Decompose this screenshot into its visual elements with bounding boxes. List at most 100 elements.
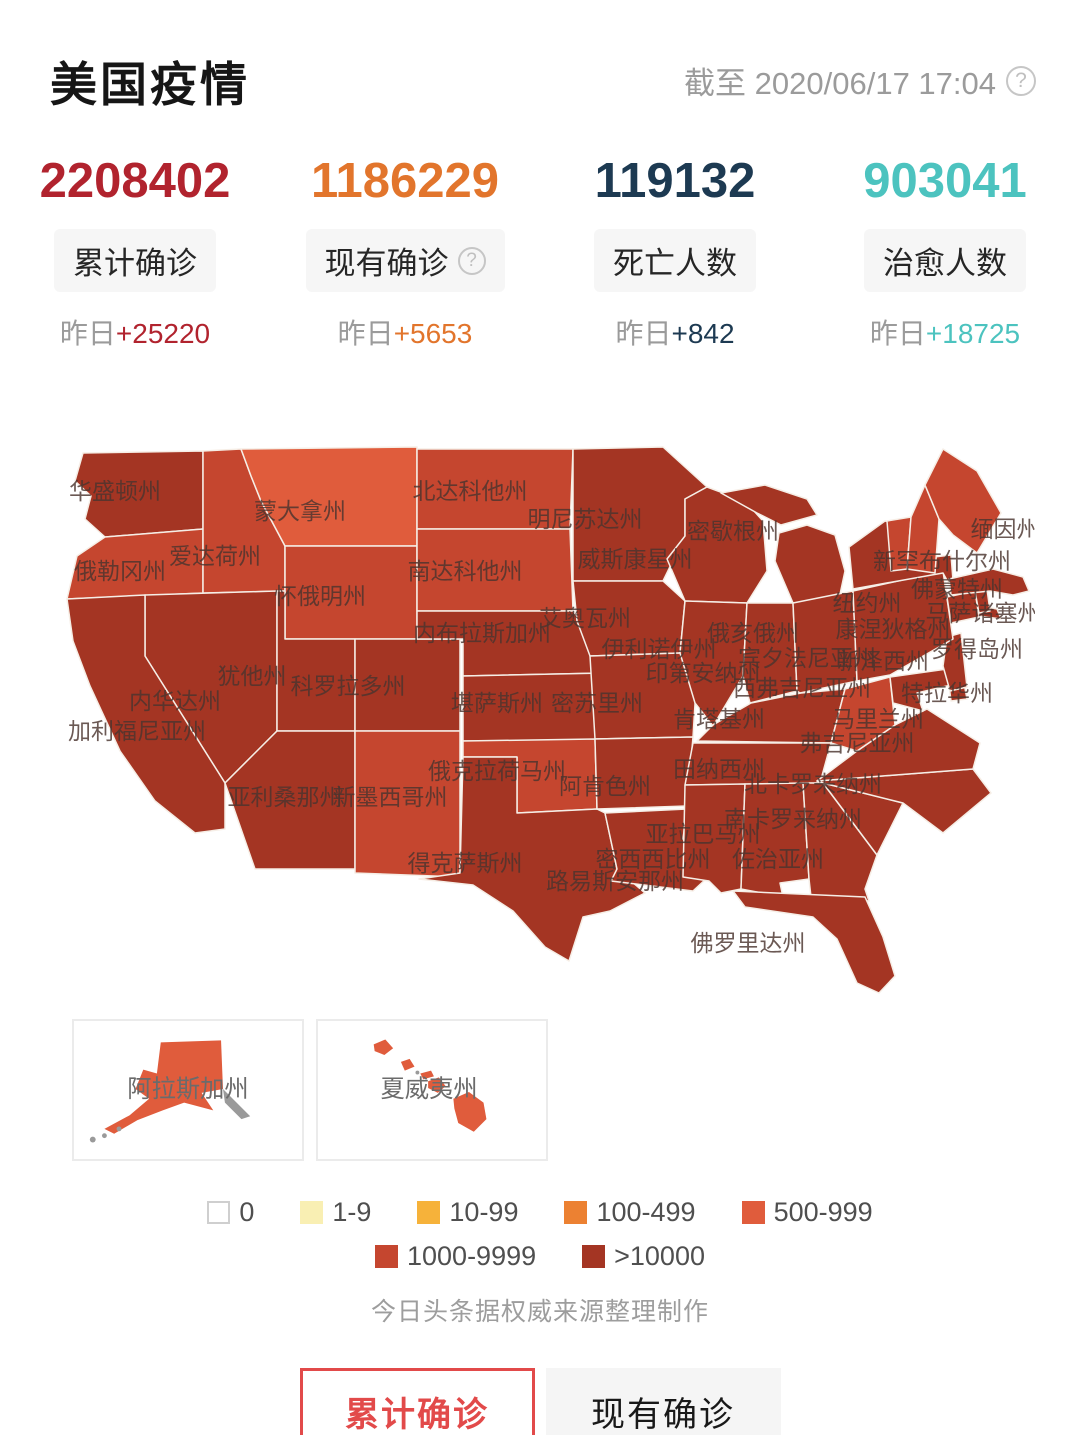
map-legend: 0 1-9 10-99 100-499 500-999 1000-9999 >10000 (0, 1197, 1080, 1272)
state-label-georgia: 佐治亚州 (732, 846, 824, 872)
legend-item-500-999: 500-999 (741, 1197, 873, 1228)
state-label-iowa: 艾奥瓦州 (539, 605, 631, 631)
state-label-new-mexico: 新墨西哥州 (333, 784, 448, 810)
state-label-michigan: 密歇根州 (687, 518, 779, 544)
state-label-delaware: 特拉华州 (901, 680, 993, 706)
state-label-south-carolina: 南卡罗来纳州 (724, 806, 862, 832)
hawaii-island-shape[interactable] (420, 1070, 434, 1080)
legend-swatch (207, 1201, 231, 1224)
state-label-new-hampshire: 新罕布什尔州 (873, 548, 1011, 574)
aleutian-island-dot (116, 1126, 122, 1132)
hawaii-islet-dot (415, 1070, 420, 1075)
aleutian-island-dot (89, 1136, 96, 1143)
state-label-colorado: 科罗拉多州 (291, 673, 406, 699)
state-label-new-jersey: 新泽西州 (837, 648, 929, 674)
alaska-inset[interactable]: 阿拉斯加州 (72, 1019, 304, 1161)
legend-swatch (741, 1201, 765, 1224)
state-label-nevada: 内华达州 (129, 688, 221, 714)
state-label-alabama: 亚拉巴马州 (646, 821, 761, 847)
header: 美国疫情 截至 2020/06/17 17:04 ? (0, 0, 1080, 115)
tab-cumulative-confirmed[interactable]: 累计确诊 (299, 1368, 535, 1435)
current-confirmed-help-icon[interactable]: ? (457, 246, 486, 275)
state-label-south-dakota: 南达科他州 (408, 558, 523, 584)
hawaii-inset[interactable]: 夏威夷州 (316, 1019, 548, 1161)
state-label-connecticut: 康涅狄格州 (836, 616, 951, 642)
state-hawaii[interactable] (373, 1039, 394, 1056)
state-texas[interactable] (418, 756, 646, 962)
state-label-wisconsin: 威斯康星州 (578, 546, 693, 572)
legend-item->10000: >10000 (582, 1241, 705, 1272)
deaths-delta: 昨日+842 (615, 318, 735, 349)
state-label-nebraska: 内布拉斯加州 (413, 620, 551, 646)
hawaii-big-island-shape[interactable] (453, 1091, 487, 1132)
as-of-text: 截至 2020/06/17 17:04 (684, 66, 996, 101)
state-west-virginia[interactable] (830, 676, 896, 752)
cumulative-confirmed-label: 累计确诊 (54, 229, 216, 292)
state-ohio[interactable] (792, 590, 858, 694)
state-label-west-virginia: 西弗吉尼亚州 (733, 675, 871, 701)
legend-label: 100-499 (596, 1197, 696, 1227)
state-label-north-dakota: 北达科他州 (413, 478, 528, 504)
state-label-texas: 得克萨斯州 (408, 850, 523, 876)
state-label-louisiana: 路易斯安那州 (546, 868, 684, 894)
state-label-pennsylvania: 宾夕法尼亚州 (738, 645, 876, 671)
help-icon[interactable]: ? (1006, 65, 1036, 96)
state-label-idaho: 爱达荷州 (169, 543, 261, 569)
state-new-jersey[interactable] (942, 632, 968, 692)
state-florida[interactable] (732, 890, 896, 994)
state-label-virginia: 弗吉尼亚州 (800, 730, 915, 756)
state-massachusetts[interactable] (948, 568, 1030, 596)
state-indiana[interactable] (742, 602, 798, 704)
state-label-illinois: 伊利诺伊州 (602, 636, 717, 662)
deaths-label: 死亡人数 (594, 229, 756, 292)
state-label-washington: 华盛顿州 (69, 478, 161, 504)
legend-item-100-499: 100-499 (564, 1197, 696, 1228)
legend-swatch (300, 1201, 324, 1224)
state-label-maryland: 马里兰州 (832, 706, 924, 732)
map-insets: 阿拉斯加州 夏威夷州 (72, 1019, 1080, 1161)
stat-card-cured: 903041 治愈人数 昨日+18725 (810, 153, 1080, 352)
state-alaska[interactable] (104, 1040, 223, 1134)
state-label-montana: 蒙大拿州 (254, 498, 346, 524)
cumulative-confirmed-value: 2208402 (39, 154, 231, 208)
cumulative-confirmed-delta: 昨日+25220 (59, 318, 211, 349)
deaths-value: 119132 (594, 154, 756, 208)
stat-card-cumulative: 2208402 累计确诊 昨日+25220 (0, 153, 270, 352)
state-label-wyoming: 怀俄明州 (274, 583, 366, 609)
state-label-kansas: 堪萨斯州 (451, 690, 543, 716)
legend-swatch (582, 1245, 606, 1268)
state-michigan[interactable] (720, 484, 846, 604)
state-label-vermont: 佛蒙特州 (911, 576, 1003, 602)
attribution-text: 今日头条据权威来源整理制作 (370, 1298, 709, 1326)
cured-value: 903041 (863, 154, 1027, 208)
cured-label: 治愈人数 (864, 229, 1026, 292)
state-label-arkansas: 阿肯色州 (559, 773, 651, 799)
state-maine[interactable] (924, 448, 1002, 554)
state-label-north-carolina: 北卡罗来纳州 (744, 771, 882, 797)
legend-item-0: 0 (207, 1197, 254, 1228)
legend-label: 10-99 (449, 1197, 519, 1227)
state-label-missouri: 密苏里州 (551, 690, 643, 716)
state-label-rhode-island: 罗得岛州 (931, 636, 1023, 662)
state-label-new-york: 纽约州 (833, 590, 902, 616)
current-confirmed-label: 现有确诊? (305, 229, 505, 292)
state-california[interactable] (66, 594, 226, 834)
state-label-kentucky: 肯塔基州 (673, 706, 765, 732)
state-label-ohio: 俄亥俄州 (707, 620, 799, 646)
state-label-tennessee: 田纳西州 (673, 756, 765, 782)
hawaii-label: 夏威夷州 (381, 1076, 478, 1103)
us-choropleth-map: 华盛顿州 俄勒冈州 爱达荷州 蒙大拿州 怀俄明州 内华达州 犹他州 科罗拉多州 加利福尼亚州 亚利… (45, 441, 1035, 1011)
state-new-hampshire[interactable] (906, 484, 940, 574)
aleutian-island-dot (101, 1133, 107, 1139)
hawaii-inset-svg: 夏威夷州 (373, 1039, 487, 1132)
current-confirmed-delta: 昨日+5653 (337, 318, 473, 349)
tab-current-confirmed[interactable]: 现有确诊 (545, 1368, 781, 1435)
state-label-oklahoma: 俄克拉荷马州 (428, 758, 566, 784)
hawaii-island-shape[interactable] (400, 1058, 415, 1071)
current-confirmed-value: 1186229 (310, 154, 500, 208)
hawaii-island-shape[interactable] (428, 1077, 446, 1093)
alaska-panhandle-shape (222, 1089, 251, 1120)
legend-label: 500-999 (773, 1197, 873, 1227)
legend-swatch (375, 1245, 398, 1268)
as-of-timestamp: 截至 2020/06/17 17:04 ? (684, 58, 1036, 103)
